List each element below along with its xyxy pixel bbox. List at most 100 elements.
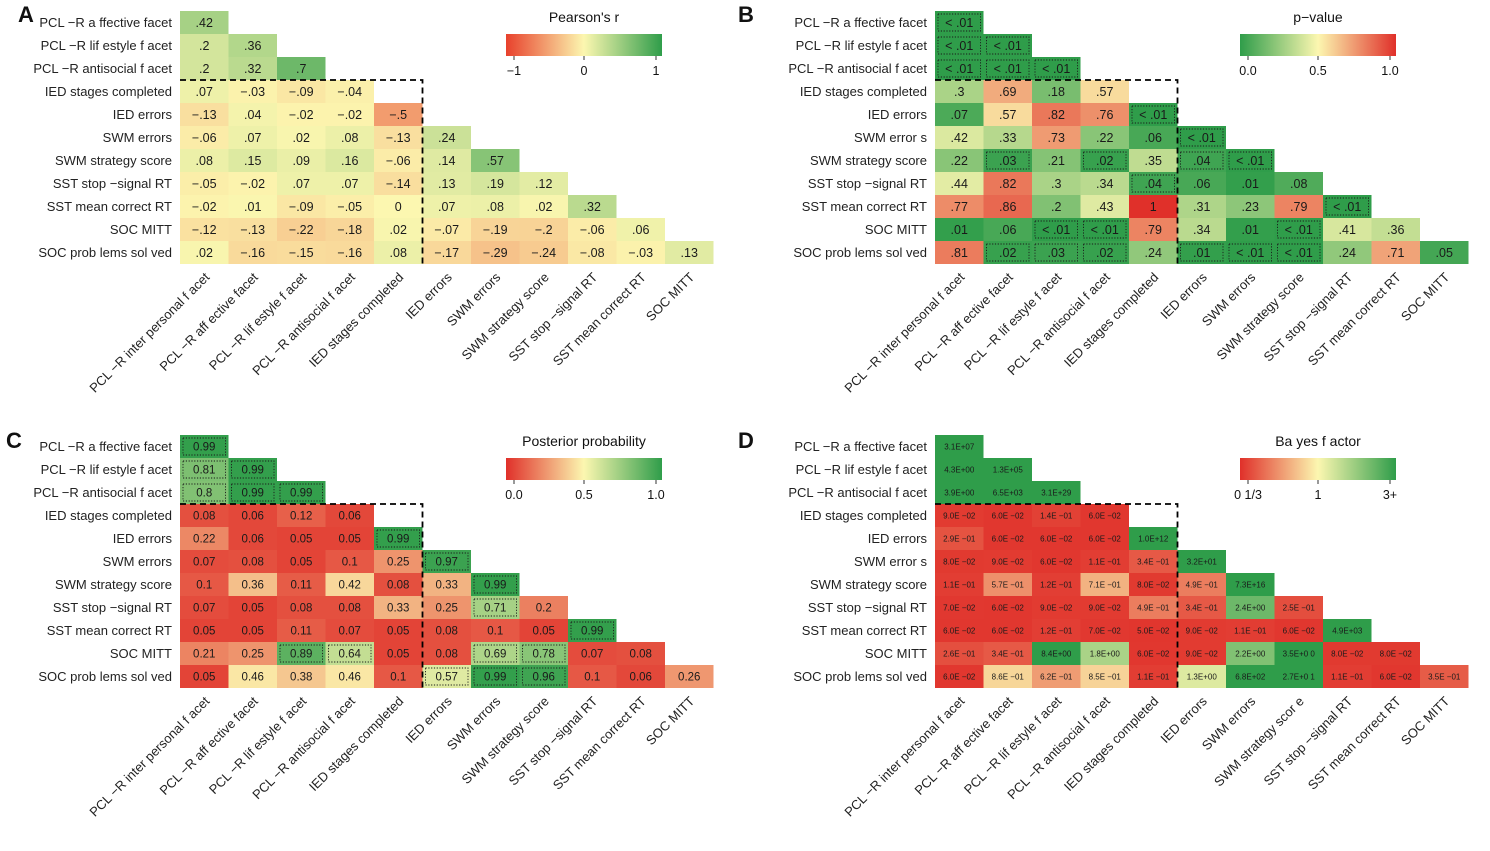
significance-box xyxy=(1131,174,1175,193)
heatmap-cell xyxy=(422,573,471,596)
cell-label: .09 xyxy=(293,154,310,168)
heatmap-cell xyxy=(1032,218,1081,241)
colorbar-tick-label: 0.0 xyxy=(505,488,522,502)
column-label: IED stages completed xyxy=(1061,270,1162,371)
heatmap-cell xyxy=(983,527,1032,550)
heatmap-cell xyxy=(277,619,326,642)
colorbar-tick-label: 3+ xyxy=(1383,488,1397,502)
panel-B: B < .01 < .01 < .01 < .01 < .01 < .01 .3 .69 .18.… xyxy=(738,2,1469,396)
heatmap-cell xyxy=(935,550,984,573)
heatmap-cell xyxy=(325,550,374,573)
colorbar-tick-label: 0.5 xyxy=(575,488,592,502)
cell-label: < .01 xyxy=(1042,62,1070,76)
cell-label: 0.33 xyxy=(387,603,409,615)
cell-label: −.2 xyxy=(535,223,553,237)
row-label: SWM errors xyxy=(103,130,173,145)
column-label: SOC MITT xyxy=(1398,269,1453,324)
heatmap-cell xyxy=(935,11,984,34)
heatmap-cell xyxy=(935,126,984,149)
cell-label: .34 xyxy=(1096,177,1113,191)
cell-label: 0.08 xyxy=(290,603,312,615)
heatmap-cell xyxy=(1177,665,1226,688)
significance-box xyxy=(522,644,566,663)
cell-label: 0.71 xyxy=(484,603,506,615)
cell-label: −.14 xyxy=(386,177,411,191)
cell-label: −.12 xyxy=(192,223,217,237)
heatmap-cell xyxy=(1274,195,1323,218)
significance-box xyxy=(279,644,323,663)
cell-label: 0.2 xyxy=(536,603,552,615)
cell-label: .57 xyxy=(487,154,504,168)
significance-box xyxy=(1277,220,1321,239)
heatmap-cell xyxy=(471,596,520,619)
cell-label: −.05 xyxy=(337,200,362,214)
cell-label: < .01 xyxy=(1285,246,1313,260)
row-label: SWM strategy score xyxy=(810,153,927,168)
cell-label: 6.0E −02 xyxy=(943,626,976,635)
cell-label: .18 xyxy=(1048,85,1065,99)
heatmap-cell xyxy=(935,80,984,103)
cell-label: 1.1E −01 xyxy=(1234,626,1267,635)
row-label: IED stages completed xyxy=(45,84,172,99)
panel-D: D 3.1E+07 4.3E+00 1.3E+05 3.9E+00 6.5E+03 3.1E… xyxy=(738,428,1469,820)
heatmap-cell xyxy=(228,573,277,596)
heatmap-cell xyxy=(325,241,374,264)
cell-label: .06 xyxy=(1145,131,1162,145)
cell-label: .2 xyxy=(1051,200,1061,214)
cell-label: 0.22 xyxy=(193,534,215,546)
cell-label: < .01 xyxy=(1285,223,1313,237)
cell-label: 9.0E −02 xyxy=(1186,626,1219,635)
cell-label: .02 xyxy=(1096,154,1113,168)
heatmap-cell xyxy=(325,504,374,527)
significance-box xyxy=(986,59,1030,78)
significance-box xyxy=(570,621,614,640)
heatmap-cell xyxy=(1080,527,1129,550)
significance-box xyxy=(986,151,1030,170)
heatmap-cell xyxy=(1177,619,1226,642)
heatmap-cell xyxy=(422,218,471,241)
cell-label: 0.05 xyxy=(290,557,312,569)
heatmap-cell xyxy=(1177,596,1226,619)
heatmap-cell xyxy=(1032,57,1081,80)
column-label: SST stop −signal RT xyxy=(506,693,601,788)
heatmap-cell xyxy=(935,34,984,57)
heatmap-cell xyxy=(519,218,568,241)
cell-label: 6.0E −02 xyxy=(992,534,1025,543)
cell-label: .57 xyxy=(1096,85,1113,99)
heatmap-cell xyxy=(422,195,471,218)
cell-label: 6.0E −02 xyxy=(1089,511,1122,520)
heatmap-cell xyxy=(983,149,1032,172)
heatmap-cell xyxy=(1032,126,1081,149)
cell-label: .24 xyxy=(1145,246,1162,260)
column-label: SOC MITT xyxy=(1398,693,1453,748)
heatmap-cell xyxy=(1129,619,1178,642)
row-label: PCL −R antisocial f acet xyxy=(788,485,927,500)
cell-label: −.13 xyxy=(192,108,217,122)
heatmap-cell xyxy=(374,149,423,172)
heatmap-cell xyxy=(1080,195,1129,218)
heatmap-cell xyxy=(983,596,1032,619)
cell-label: 1.1E −01 xyxy=(1089,557,1122,566)
heatmap-cell xyxy=(935,642,984,665)
cell-label: .57 xyxy=(999,108,1016,122)
row-label: SST mean correct RT xyxy=(802,623,927,638)
row-label: IED stages completed xyxy=(45,508,172,523)
heatmap-cell xyxy=(519,172,568,195)
heatmap-cell xyxy=(1032,195,1081,218)
panel-letter: D xyxy=(738,428,754,453)
heatmap-cell xyxy=(180,550,229,573)
heatmap-cell xyxy=(422,619,471,642)
cell-label: 2.7E+0 1 xyxy=(1283,672,1316,681)
heatmap-cell xyxy=(422,550,471,573)
cell-label: −.22 xyxy=(289,223,314,237)
cell-label: < .01 xyxy=(945,16,973,30)
heatmap-cell xyxy=(277,241,326,264)
heatmap-cell xyxy=(519,665,568,688)
block-divider xyxy=(180,503,424,688)
heatmap-cell xyxy=(180,458,229,481)
heatmap-cell xyxy=(935,218,984,241)
heatmap-cell xyxy=(1080,596,1129,619)
heatmap-cell xyxy=(325,596,374,619)
cell-label: −.04 xyxy=(337,85,362,99)
cell-label: .08 xyxy=(196,154,213,168)
